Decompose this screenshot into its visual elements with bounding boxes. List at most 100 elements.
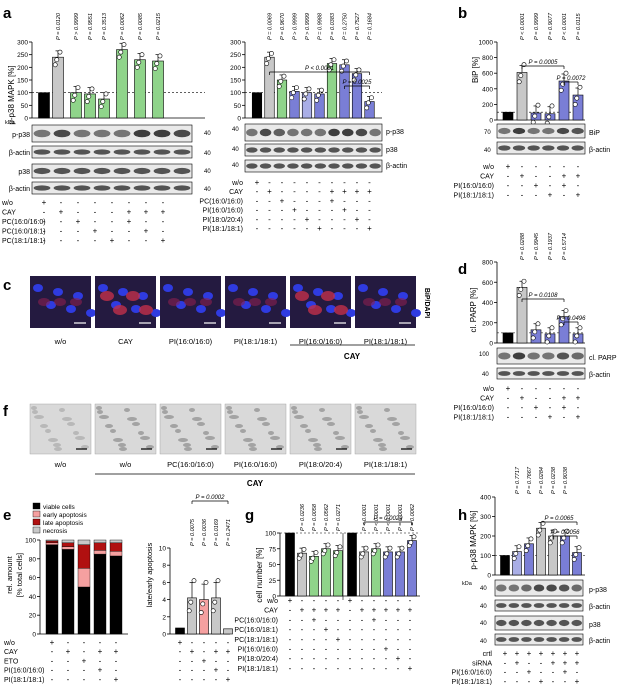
sig-label: P = 0.0496 [557,316,587,322]
data-point [561,535,567,541]
data-point [576,545,582,551]
blot-band [93,129,111,138]
side-label: BiP/DAPI [423,288,430,318]
g-sign: - [313,654,316,663]
g-right-p: P < 0.0001 [362,504,368,531]
blot-band [341,163,354,169]
g-sign: - [385,664,388,673]
a-right-sign: - [293,224,296,233]
e-sign: - [99,638,102,647]
y-tick-label: 1000 [479,40,494,47]
a-right-sign: - [343,178,346,187]
blot-band [542,145,555,151]
blot-band [571,619,582,627]
y-axis-title: late/early apoptosis [145,542,154,607]
stacked-segment [61,539,75,544]
e-sign: - [51,666,54,675]
g-sign: - [349,664,352,673]
stacked-segment [45,539,59,542]
y-tick-label: 10 [159,546,167,553]
d-p: P = 0.5714 [562,233,568,260]
blot-band [314,163,327,169]
data-point [375,542,381,548]
y-tick-label: 50 [234,103,242,110]
a-right-p: P = 0.7527 [355,12,361,40]
data-point [546,333,552,339]
blot-band [369,163,381,169]
a-right-p: P = 0.0383 [330,12,336,40]
data-point [325,542,331,548]
blot-band [556,127,570,135]
e-right-sign: - [179,656,182,665]
a-right-p: P = 0.2750 [343,12,349,40]
row-label: CAY [480,174,494,181]
cell [73,431,79,435]
nucleus [86,309,96,317]
g-sign: - [337,645,340,654]
g-sign: + [396,654,401,663]
a-left-sign: + [144,208,149,217]
image-caption: PI(18:1/18:1) [234,337,278,346]
data-point [571,557,577,562]
h-sign: + [575,649,580,658]
h-p: P = 0.7717 [515,466,521,494]
a-left-sign: - [60,217,63,226]
mw-label: 40 [204,169,211,175]
nucleus [313,288,323,296]
b-sign: - [521,162,524,171]
blot-band [287,163,299,169]
b-sign: - [521,191,524,200]
a-right-sign: + [280,196,285,205]
e-sign: + [98,647,103,656]
blot-band [558,584,570,592]
y-axis-title: p-p38 MAPK [%] [469,510,478,569]
panel-letter: a [3,5,12,22]
b-sign: + [576,172,581,181]
e-sign: + [98,666,103,675]
row-label: PI(16:0/16:0) [4,668,44,675]
g-sign: - [361,654,364,663]
cell [384,408,390,412]
g-bar [347,532,357,597]
g-sign: - [337,615,340,624]
blot-band [546,619,557,627]
a-left-p: P > 0.9999 [74,13,80,40]
a-right-sign: - [306,196,309,205]
blot-label: p-p38 [386,129,404,136]
cell [110,429,116,433]
blot-band [300,163,313,169]
g-sign: - [349,606,352,615]
kda-label: kDa [5,120,16,126]
a-left-sign: - [162,198,165,207]
h-p: P = 0.0238 [551,466,557,494]
g-sign: - [409,615,412,624]
g-sign: - [397,596,400,605]
d-sign: + [506,384,511,393]
y-tick-label: 0 [272,594,276,601]
cell [161,406,167,410]
e-right-sign: - [227,656,230,665]
a-left-sign: - [128,236,131,245]
blot-band [33,149,51,155]
data-point [301,96,307,102]
g-sign: - [337,596,340,605]
h-sign: + [551,658,556,667]
cell [34,415,44,419]
sig-label: P = 0.0072 [557,76,587,82]
a-left-sign: - [60,227,63,236]
e-sign: - [67,638,70,647]
d-sign: - [563,413,566,422]
sig-label: P = 0.0002 [196,495,226,501]
g-sign: - [301,635,304,644]
data-point [530,335,536,341]
data-point [289,95,295,101]
blot-beta-actin [31,145,193,159]
cell [189,408,195,412]
data-point [52,62,58,68]
data-point [54,57,60,63]
a-right-sign: - [293,196,296,205]
d-sign: + [562,403,567,412]
blot-band [355,147,368,153]
y-axis-title: cell number [%] [255,547,264,602]
mw-label: 40 [232,127,239,133]
